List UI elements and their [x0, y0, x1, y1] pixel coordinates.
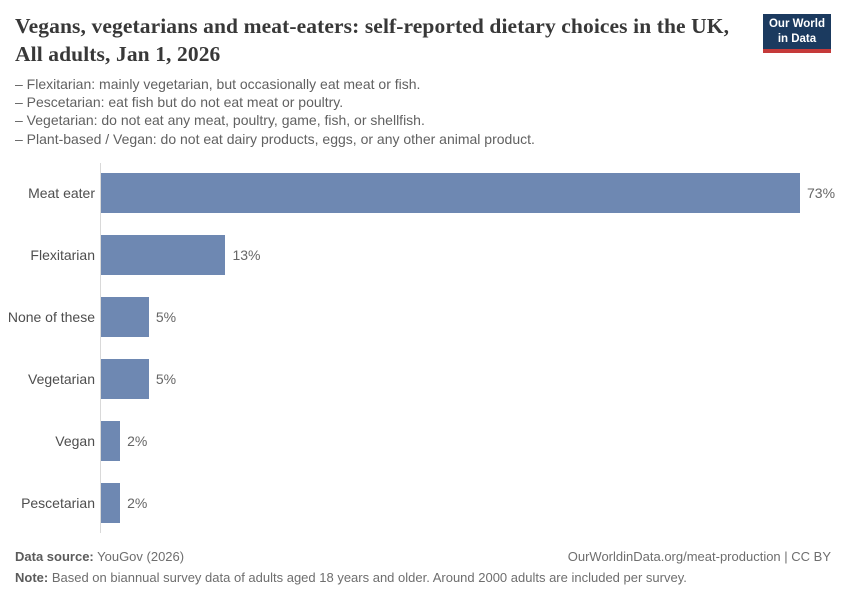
- y-axis-line: [100, 163, 101, 533]
- data-source-label: Data source:: [15, 549, 94, 564]
- subtitle-line-flexitarian: – Flexitarian: mainly vegetarian, but oc…: [15, 76, 421, 92]
- category-label: Pescetarian: [21, 495, 95, 511]
- subtitle-line-vegan: – Plant-based / Vegan: do not eat dairy …: [15, 130, 535, 147]
- chart-title: Vegans, vegetarians and meat-eaters: sel…: [15, 14, 730, 67]
- bar-row: Pescetarian 2%: [0, 472, 850, 534]
- value-label: 2%: [127, 433, 148, 449]
- bar[interactable]: [101, 297, 149, 337]
- value-label: 5%: [155, 309, 177, 325]
- bar[interactable]: [101, 235, 226, 275]
- bar-track: 5%: [101, 297, 850, 337]
- footer-note-value: Based on biannual survey data of adults …: [48, 570, 687, 585]
- subtitle-line-vegetarian: – Vegetarian: do not eat any meat, poult…: [15, 112, 425, 129]
- subtitle-line-pescetarian: – Pescetarian: eat fish but do not eat m…: [15, 94, 344, 111]
- bar-chart: Meat eater 73% Flexitarian 13% None of these…: [0, 162, 850, 537]
- data-source: Data source: YouGov (2026): [15, 547, 184, 567]
- bar-row: Meat eater 73%: [0, 162, 850, 224]
- bar-track: 2%: [101, 483, 850, 523]
- value-label: 2%: [127, 495, 148, 511]
- category-label: None of these: [7, 309, 95, 325]
- bar-row: Vegan 2%: [0, 410, 850, 472]
- bar-rows: Meat eater 73% Flexitarian 13% None of these…: [0, 162, 850, 534]
- chart-subtitle: – Flexitarian: mainly vegetarian, but oc…: [15, 75, 755, 148]
- category-label: Vegan: [55, 433, 95, 449]
- footer-note-label: Note:: [15, 570, 49, 585]
- bar-row: Flexitarian 13%: [0, 224, 850, 286]
- footer-citation-link[interactable]: OurWorldinData.org/meat-production | CC …: [567, 549, 831, 564]
- bar-track: 13%: [101, 235, 850, 275]
- bar-track: 5%: [101, 359, 850, 399]
- bar-track: 73%: [101, 173, 850, 213]
- footer-note: Note: Based on biannual survey data of a…: [15, 567, 831, 588]
- bar[interactable]: [101, 421, 121, 461]
- bar[interactable]: [101, 173, 800, 213]
- footer: Data source: YouGov (2026) OurWorldinDat…: [15, 547, 831, 588]
- value-label: 13%: [232, 247, 261, 263]
- bar-track: 2%: [101, 421, 850, 461]
- bar-row: Vegetarian 5%: [0, 348, 850, 410]
- value-label: 73%: [807, 185, 836, 201]
- category-label: Meat eater: [28, 185, 95, 201]
- category-label: Flexitarian: [30, 247, 95, 263]
- category-label: Vegetarian: [28, 371, 95, 387]
- data-source-value: YouGov (2026): [93, 549, 185, 564]
- bar[interactable]: [101, 483, 121, 523]
- owid-logo-line2: in Data: [777, 32, 817, 45]
- value-label: 5%: [155, 371, 177, 387]
- bar-row: None of these 5%: [0, 286, 850, 348]
- bar[interactable]: [101, 359, 149, 399]
- owid-logo-line1: Our World: [768, 18, 825, 30]
- owid-logo[interactable]: Our World in Data: [762, 14, 831, 53]
